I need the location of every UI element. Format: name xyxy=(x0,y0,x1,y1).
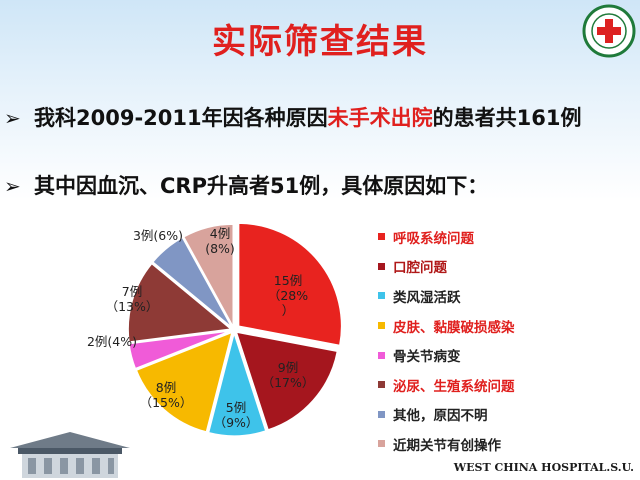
legend-item: 口腔问题 xyxy=(378,252,638,282)
pie-slice-label: 8例 xyxy=(156,380,176,395)
bullet-1-highlight: 未手术出院 xyxy=(327,106,433,130)
pie-slice-label: （13%） xyxy=(106,299,159,314)
legend-label: 类风湿活跃 xyxy=(393,289,461,306)
slide-background xyxy=(0,0,640,200)
pie-slice-label: 5例 xyxy=(226,400,246,415)
legend-swatch xyxy=(378,410,385,418)
legend-swatch xyxy=(378,233,385,241)
legend-swatch xyxy=(378,351,385,359)
pie-slice xyxy=(135,331,234,433)
legend-item: 类风湿活跃 xyxy=(378,281,638,311)
footer-watermark: WEST CHINA HOSPITAL.S.U. xyxy=(453,461,634,474)
legend-label: 泌尿、生殖系统问题 xyxy=(393,378,515,395)
legend-item: 近期关节有创操作 xyxy=(378,429,638,459)
legend-swatch xyxy=(378,440,385,448)
pie-slice-label: 4例 xyxy=(210,226,230,241)
legend-item: 皮肤、黏膜破损感染 xyxy=(378,311,638,341)
bullet-arrow-icon: ➢ xyxy=(4,174,21,198)
building-image xyxy=(0,420,140,480)
pie-slice-label: （17%） xyxy=(262,375,315,390)
bullet-1-text-before: 我科2009-2011年因各种原因 xyxy=(34,106,328,130)
legend-label: 呼吸系统问题 xyxy=(393,230,474,247)
pie-slice xyxy=(128,330,232,370)
pie-slice-label: 15例 xyxy=(274,273,302,288)
bullet-2-text: 其中因血沉、CRP升高者51例，具体原因如下： xyxy=(34,174,489,198)
bullet-point-1: ➢ 我科2009-2011年因各种原因未手术出院的患者共161例 xyxy=(4,104,614,132)
pie-slice xyxy=(237,222,343,347)
legend-item: 呼吸系统问题 xyxy=(378,222,638,252)
bullet-arrow-icon: ➢ xyxy=(4,106,21,130)
legend-item: 其他，原因不明 xyxy=(378,400,638,430)
legend-item: 骨关节病变 xyxy=(378,340,638,370)
bullet-1-text-after: 的患者共161例 xyxy=(432,106,582,130)
chart-legend: 呼吸系统问题 口腔问题类风湿活跃皮肤、黏膜破损感染 骨关节病变泌尿、生殖系统问题 其他… xyxy=(378,222,638,459)
pie-slice-label: （28% xyxy=(268,288,308,303)
pie-slice xyxy=(207,330,267,437)
legend-swatch xyxy=(378,322,385,330)
pie-slice xyxy=(127,262,233,343)
pie-slice-label: 7例 xyxy=(122,284,142,299)
pie-slice xyxy=(182,223,235,328)
bullet-point-2: ➢ 其中因血沉、CRP升高者51例，具体原因如下： xyxy=(4,172,614,200)
legend-item: 泌尿、生殖系统问题 xyxy=(378,370,638,400)
pie-slice-label: 9例 xyxy=(278,360,298,375)
legend-label: 皮肤、黏膜破损感染 xyxy=(393,319,515,336)
legend-swatch xyxy=(378,292,385,300)
legend-label: 其他，原因不明 xyxy=(393,408,488,425)
pie-slice xyxy=(235,331,339,431)
slide-title: 实际筛查结果 xyxy=(212,22,428,62)
legend-label: 近期关节有创操作 xyxy=(393,437,501,454)
legend-swatch xyxy=(378,381,385,389)
legend-label: 口腔问题 xyxy=(393,260,447,277)
pie-slice-label: (8%) xyxy=(205,241,235,256)
pie-slice-label: 2例(4%) xyxy=(87,334,137,349)
pie-slice-label: ） xyxy=(282,303,295,318)
pie-slice-label: （9%） xyxy=(214,415,259,430)
pie-slice-label: （15%） xyxy=(140,395,193,410)
pie-slice xyxy=(151,236,233,329)
hospital-logo xyxy=(582,4,636,58)
pie-slice-label: 3例(6%) xyxy=(133,228,183,243)
legend-swatch xyxy=(378,262,385,270)
legend-label: 骨关节病变 xyxy=(393,349,461,366)
